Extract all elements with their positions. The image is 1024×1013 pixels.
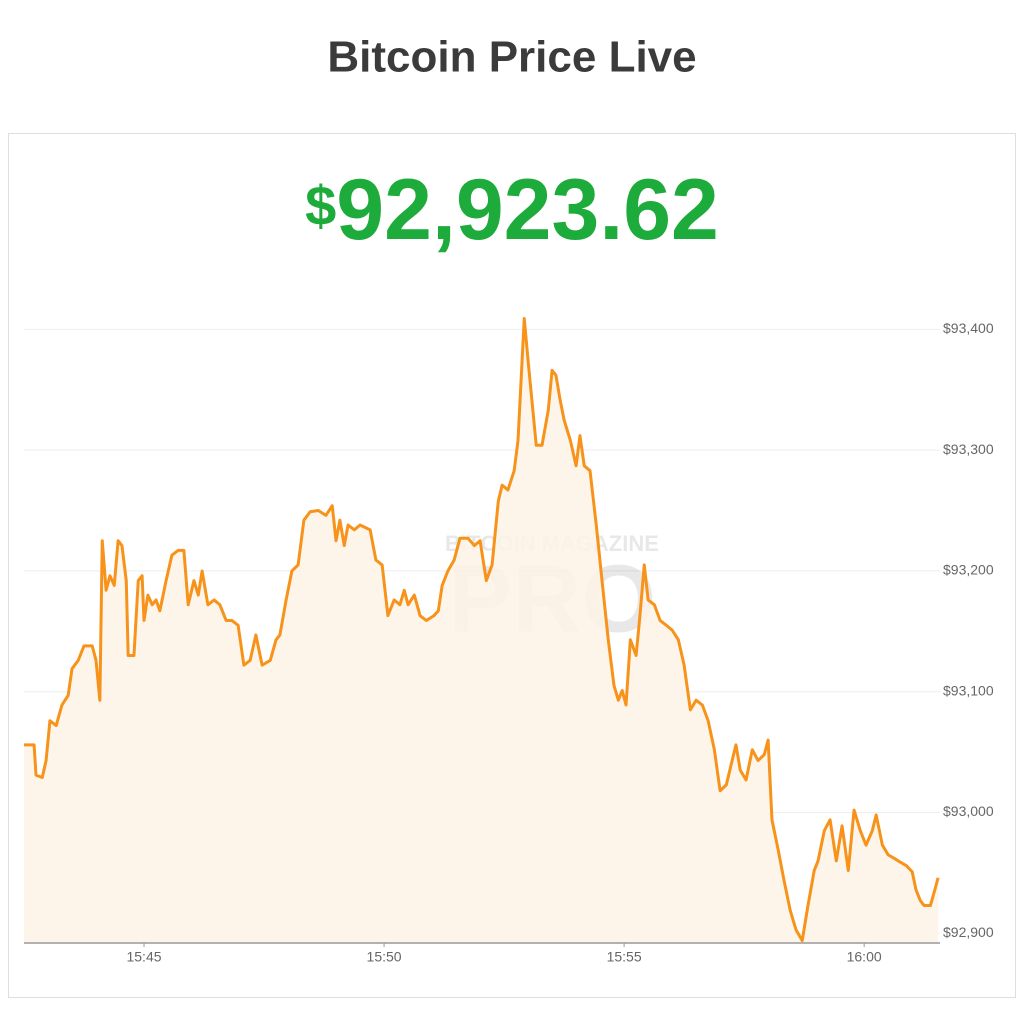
- x-tick-label: 15:55: [607, 949, 642, 965]
- price-area: [24, 318, 939, 944]
- price-line: [24, 316, 940, 943]
- y-tick-label: $93,100: [943, 682, 994, 698]
- price: $92,923.62: [305, 162, 719, 258]
- plot: $92,900 $93,000 $93,100 $93,200 $93,300 $93,4…: [24, 316, 994, 965]
- currency: $: [305, 174, 336, 237]
- x-tick-label: 15:50: [367, 949, 402, 965]
- x-tick-label: 15:45: [126, 949, 161, 965]
- amount: 92,923.62: [336, 162, 719, 258]
- page-title: Bitcoin Price Live: [327, 33, 696, 82]
- y-tick-label: $93,000: [943, 803, 994, 819]
- x-tick-label: 16:00: [847, 949, 882, 965]
- y-tick-label: $92,900: [943, 924, 994, 940]
- y-tick-label: $93,200: [943, 562, 994, 578]
- y-tick-label: $93,400: [943, 320, 994, 336]
- y-tick-label: $93,300: [943, 441, 994, 457]
